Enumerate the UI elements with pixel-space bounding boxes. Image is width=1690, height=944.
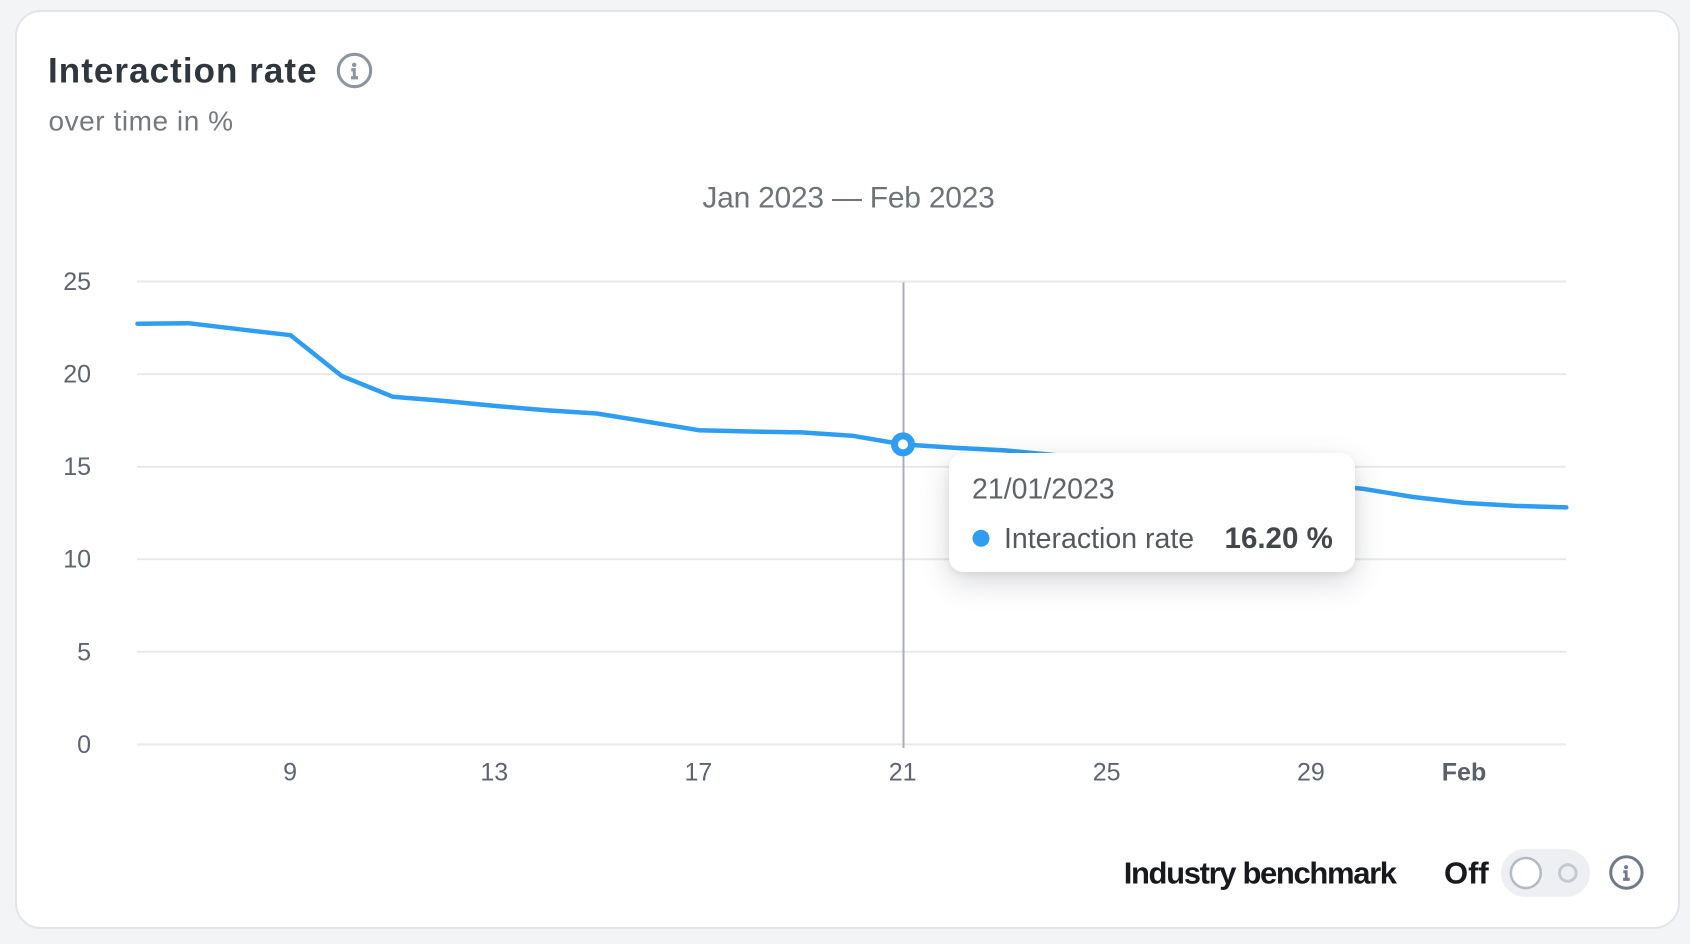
svg-text:9: 9: [283, 759, 297, 787]
svg-text:10: 10: [63, 546, 91, 574]
svg-text:29: 29: [1297, 759, 1325, 787]
svg-text:25: 25: [1093, 759, 1121, 787]
svg-text:15: 15: [63, 453, 91, 481]
svg-text:Interaction rate: Interaction rate: [48, 52, 318, 91]
svg-text:0: 0: [77, 731, 91, 759]
svg-text:25: 25: [63, 268, 91, 296]
svg-text:21: 21: [889, 759, 917, 787]
svg-text:5: 5: [77, 638, 91, 666]
svg-text:Feb: Feb: [1442, 759, 1486, 787]
svg-text:17: 17: [684, 759, 712, 787]
svg-text:Jan 2023 — Feb 2023: Jan 2023 — Feb 2023: [702, 181, 994, 214]
svg-text:over time in %: over time in %: [49, 105, 234, 136]
svg-text:13: 13: [480, 759, 508, 787]
svg-text:20: 20: [63, 361, 91, 389]
